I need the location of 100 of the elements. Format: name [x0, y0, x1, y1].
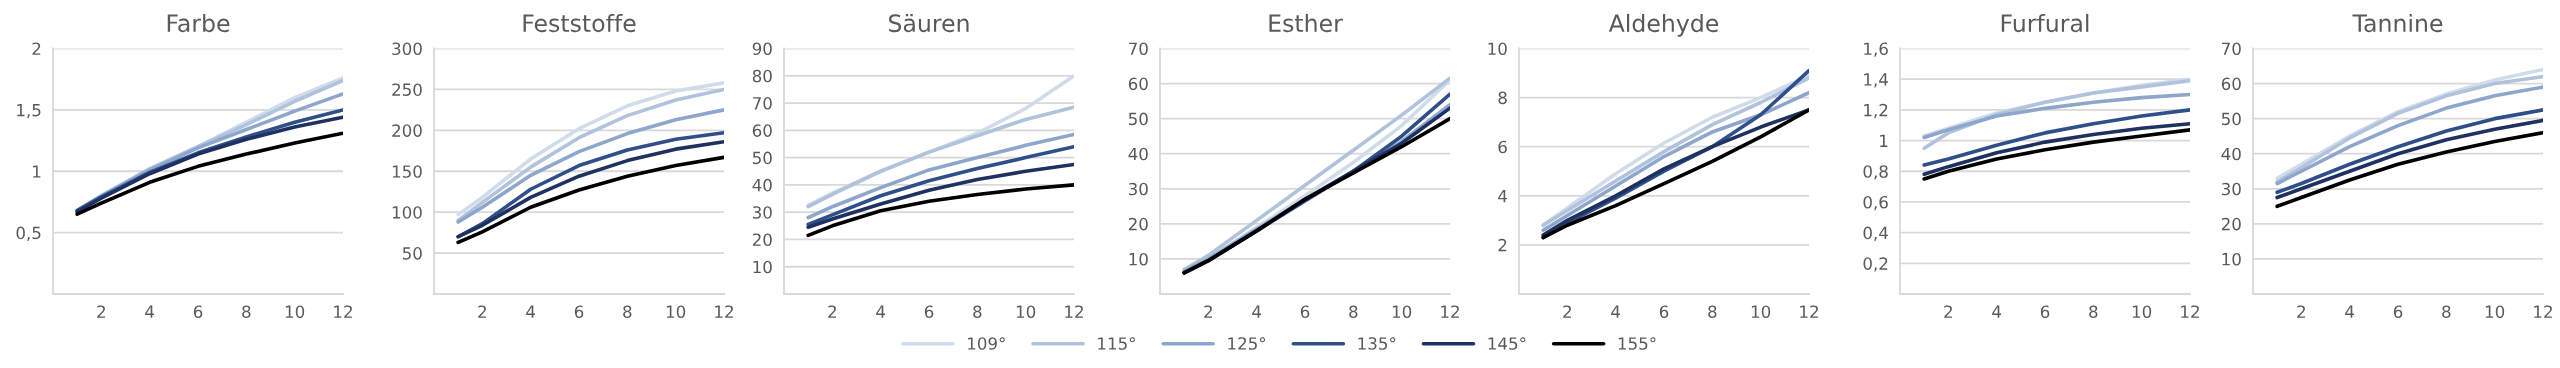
y-tick-label: 70 — [753, 97, 772, 110]
x-tick-label: 10 — [2485, 305, 2505, 319]
y-tick-label: 70 — [2222, 42, 2241, 56]
x-tick-label: 6 — [1659, 305, 1669, 319]
x-tick-label: 12 — [2181, 305, 2199, 318]
y-tick-label: 30 — [2221, 182, 2241, 196]
legend-label: 109° — [968, 337, 1005, 350]
y-tick-label: 250 — [392, 83, 422, 96]
y-tick-label: 0,2 — [1863, 257, 1888, 272]
x-tick-label: 6 — [193, 305, 203, 319]
x-tick-label: 6 — [574, 305, 584, 319]
chart-title: Furfural — [2001, 13, 2089, 33]
y-tick-label: 2 — [1498, 238, 1507, 252]
x-tick-label: 4 — [1611, 305, 1621, 318]
y-tick-label: 4 — [1498, 189, 1507, 203]
legend-label: 115° — [1098, 337, 1135, 350]
legend-label: 135° — [1358, 337, 1396, 350]
x-tick-label: 12 — [1441, 305, 1459, 318]
x-tick-label: 2 — [478, 305, 486, 318]
y-tick-label: 50 — [1128, 112, 1148, 126]
legend-label: 145° — [1488, 337, 1526, 350]
x-tick-label: 6 — [2040, 305, 2050, 319]
x-tick-label: 12 — [715, 305, 733, 318]
chart-title: Säuren — [889, 13, 969, 33]
y-tick-label: 10 — [753, 260, 772, 274]
y-tick-label: 0,5 — [16, 226, 41, 241]
y-tick-label: 20 — [752, 233, 772, 247]
y-tick-label: 90 — [752, 42, 772, 56]
y-tick-label: 6 — [1498, 140, 1507, 154]
y-tick-label: 50 — [752, 151, 772, 165]
y-tick-label: 150 — [392, 165, 422, 178]
y-tick-label: 50 — [2221, 112, 2241, 126]
y-tick-label: 1 — [1880, 134, 1888, 147]
y-tick-label: 60 — [2221, 77, 2241, 91]
x-tick-label: 2 — [2297, 305, 2305, 318]
x-tick-label: 4 — [1992, 305, 2002, 318]
y-tick-label: 20 — [1128, 217, 1148, 231]
x-tick-label: 8 — [1349, 305, 1358, 319]
y-tick-label: 0,4 — [1863, 226, 1888, 241]
x-tick-label: 8 — [2089, 305, 2098, 319]
x-tick-label: 8 — [623, 305, 632, 319]
chart-title: Aldehyde — [1608, 13, 1719, 37]
x-tick-label: 10 — [1751, 305, 1771, 319]
x-tick-label: 2 — [828, 305, 836, 318]
y-tick-label: 30 — [1128, 182, 1148, 196]
chart-title: Feststoffe — [523, 13, 636, 33]
y-tick-label: 40 — [1128, 147, 1148, 161]
x-tick-label: 10 — [666, 305, 686, 319]
x-tick-label: 10 — [1392, 305, 1412, 319]
y-tick-label: 60 — [752, 124, 772, 137]
x-tick-label: 12 — [2534, 305, 2552, 318]
x-tick-label: 8 — [1708, 305, 1717, 319]
x-tick-label: 2 — [97, 305, 105, 318]
y-tick-label: 100 — [392, 206, 422, 219]
y-tick-label: 20 — [2221, 217, 2241, 231]
y-tick-label: 80 — [752, 69, 772, 83]
y-tick-label: 300 — [392, 42, 422, 56]
x-tick-label: 6 — [2393, 305, 2403, 319]
y-tick-label: 1 — [33, 165, 41, 178]
y-tick-label: 40 — [2221, 147, 2241, 161]
x-tick-label: 10 — [1016, 305, 1036, 319]
x-tick-label: 2 — [1563, 305, 1571, 318]
x-tick-label: 8 — [2442, 305, 2451, 319]
y-tick-label: 1,6 — [1864, 42, 1888, 57]
x-tick-label: 4 — [1252, 305, 1262, 318]
y-tick-label: 2 — [32, 42, 41, 55]
y-tick-label: 1,4 — [1864, 73, 1888, 88]
x-tick-label: 6 — [1300, 305, 1310, 319]
x-tick-label: 4 — [526, 305, 536, 318]
x-tick-label: 10 — [2132, 305, 2152, 319]
chart-title: Esther — [1269, 13, 1343, 33]
y-tick-label: 10 — [1488, 42, 1507, 56]
y-tick-label: 40 — [752, 178, 772, 192]
y-tick-label: 10 — [2222, 252, 2241, 266]
legend-label: 125° — [1228, 337, 1266, 350]
y-tick-label: 0,6 — [1863, 195, 1888, 211]
legend-label: 155° — [1618, 337, 1656, 350]
x-tick-label: 12 — [1065, 305, 1083, 318]
y-tick-label: 60 — [1128, 77, 1148, 91]
x-tick-label: 4 — [876, 305, 886, 318]
y-tick-label: 200 — [392, 124, 422, 137]
y-tick-label: 30 — [752, 206, 772, 219]
x-tick-label: 6 — [924, 305, 934, 319]
x-tick-label: 8 — [242, 305, 251, 319]
x-tick-label: 12 — [334, 305, 352, 318]
x-tick-label: 2 — [1944, 305, 1952, 318]
y-tick-label: 1,5 — [17, 104, 41, 119]
y-tick-label: 70 — [1129, 42, 1148, 56]
x-tick-label: 2 — [1204, 305, 1212, 318]
x-tick-label: 4 — [145, 305, 155, 318]
y-tick-label: 10 — [1129, 252, 1148, 266]
x-tick-label: 10 — [285, 305, 305, 319]
chart-title: Farbe — [167, 13, 230, 33]
y-tick-label: 1,2 — [1864, 103, 1888, 119]
x-tick-label: 8 — [973, 305, 982, 319]
y-tick-label: 8 — [1498, 91, 1507, 105]
x-tick-label: 4 — [2345, 305, 2355, 318]
x-tick-label: 12 — [1800, 305, 1818, 318]
y-tick-label: 50 — [402, 247, 422, 260]
y-tick-label: 0,8 — [1863, 165, 1888, 180]
